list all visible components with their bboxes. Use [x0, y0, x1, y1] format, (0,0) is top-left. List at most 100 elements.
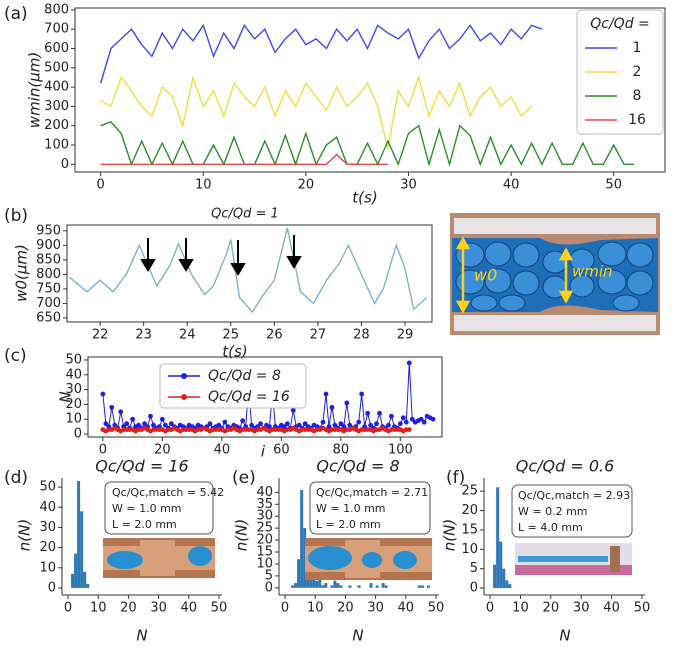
inset-text: W = 1.0 mm	[316, 502, 386, 515]
plot-frame	[74, 7, 666, 173]
point	[118, 409, 124, 415]
x-tick-label: 10	[90, 601, 107, 616]
y-tick-label: 700	[44, 22, 69, 37]
photo-label: w0	[474, 266, 497, 285]
y-axis-label: n(N)	[16, 519, 34, 551]
x-tick-label: 0	[64, 601, 72, 616]
bar	[384, 585, 388, 588]
inset-text: Qc/Qc,match = 2.93	[518, 489, 630, 502]
bar	[369, 583, 373, 588]
legend-marker	[181, 373, 187, 379]
legend-box	[576, 9, 664, 135]
y-tick-label: 200	[44, 118, 69, 133]
plot-frame	[87, 356, 443, 438]
y-axis-label: n(N)	[233, 519, 251, 551]
x-tick-label: 0	[486, 601, 494, 616]
y-axis-label: w0(μm)	[13, 244, 31, 302]
point	[258, 421, 263, 427]
bar	[499, 541, 503, 589]
point	[368, 422, 374, 428]
point	[365, 410, 371, 416]
x-tick-label: 20	[120, 601, 137, 616]
y-tick-label: 40	[65, 367, 82, 382]
x-tick-label: 40	[181, 601, 198, 616]
x-tick-label: 30	[150, 601, 167, 616]
x-tick-label: 60	[273, 443, 290, 458]
bar	[339, 585, 343, 588]
bar	[330, 585, 334, 588]
y-tick-label: 0	[470, 581, 478, 596]
x-tick-label: 25	[222, 328, 239, 343]
x-tick-label: 20	[298, 178, 315, 193]
point	[386, 422, 391, 428]
panel-label: (c)	[4, 346, 27, 366]
series-line	[99, 23, 543, 84]
x-tick-label: 40	[503, 178, 520, 193]
legend-label: 1	[633, 40, 642, 56]
bar	[294, 583, 298, 588]
x-tick-label: 50	[211, 601, 228, 616]
legend-label: 16	[628, 112, 646, 128]
y-axis-label: wmin(μm)	[26, 52, 44, 128]
inset-text: Qc/Qc,match = 5.42	[112, 486, 224, 499]
y-tick-label: 40	[39, 500, 56, 515]
y-tick-label: 50	[65, 352, 82, 367]
x-tick-label: 10	[195, 178, 212, 193]
y-tick-label: 15	[461, 522, 478, 537]
y-tick-label: 0	[48, 580, 56, 595]
point	[329, 404, 335, 410]
inset: Qc/Qc,match = 5.42 W = 1.0 mm L = 2.0 mm	[103, 481, 224, 578]
bar	[502, 568, 506, 589]
x-axis-label: N	[136, 627, 147, 645]
x-tick-label: 50	[634, 601, 651, 616]
y-tick-label: 35	[256, 497, 273, 512]
y-tick-label: 20	[39, 540, 56, 555]
point	[148, 413, 153, 419]
y-axis-label: N	[57, 391, 75, 402]
x-axis-label: t(s)	[222, 343, 247, 361]
point	[400, 415, 406, 421]
y-tick-label: 600	[44, 41, 69, 56]
point	[168, 421, 174, 427]
bar	[71, 573, 75, 588]
panel-label: (e)	[232, 468, 256, 488]
x-tick-label: 30	[367, 601, 384, 616]
point	[249, 422, 255, 428]
point	[281, 424, 287, 430]
inset: Qc/Qc,match = 2.93 W = 0.2 mm L = 4.0 mm	[511, 484, 633, 575]
point	[323, 391, 329, 397]
y-axis-label: n(N)	[441, 519, 459, 551]
point	[356, 419, 362, 425]
bar	[375, 585, 379, 588]
x-tick-label: 30	[573, 601, 590, 616]
x-axis-label: N	[559, 627, 570, 645]
panel-label: (b)	[4, 206, 28, 226]
point	[421, 419, 427, 425]
panel-label: (d)	[4, 468, 28, 488]
series-line	[100, 121, 635, 167]
point	[267, 424, 272, 430]
point	[290, 407, 296, 413]
bar	[493, 564, 497, 589]
inset-text: L = 2.0 mm	[316, 518, 381, 531]
point	[207, 421, 213, 427]
bar	[381, 583, 385, 588]
y-tick-label: 100	[44, 137, 69, 152]
x-axis-label: N	[352, 627, 363, 645]
legend-marker	[181, 394, 187, 400]
panel-label: (a)	[4, 4, 28, 24]
bar	[312, 573, 316, 588]
y-tick-label: 25	[461, 484, 478, 499]
point	[109, 404, 115, 410]
y-tick-label: 40	[256, 485, 273, 500]
inset-text: L = 2.0 mm	[112, 518, 177, 531]
point	[347, 422, 353, 428]
point	[130, 416, 136, 422]
series-line	[100, 74, 533, 150]
inset-text: Qc/Qc,match = 2.71	[316, 486, 428, 499]
bar	[333, 580, 337, 588]
point	[332, 422, 338, 428]
bar	[508, 584, 512, 589]
bar	[420, 585, 424, 588]
